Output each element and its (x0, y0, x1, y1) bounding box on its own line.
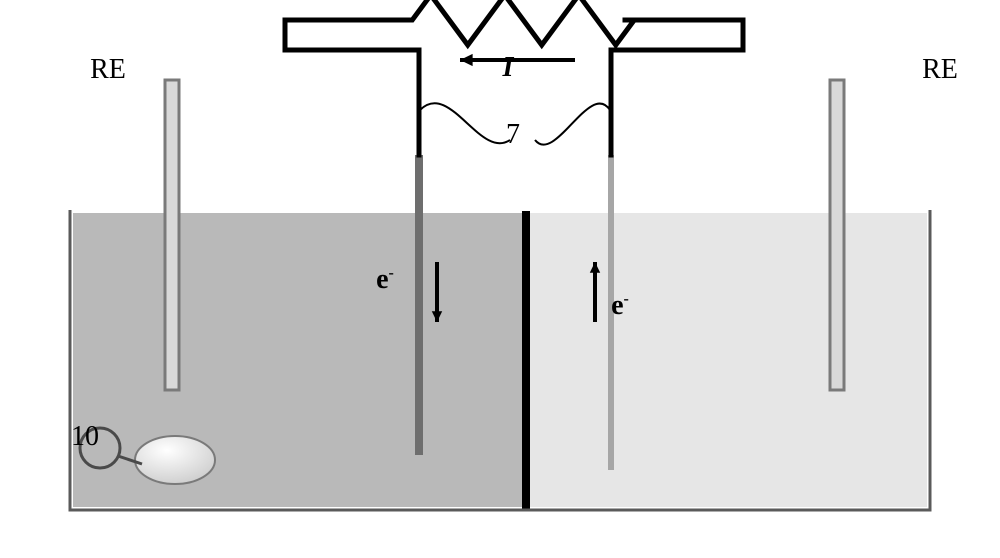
e-right-sup: - (624, 291, 629, 308)
label-e-right: e- (611, 290, 629, 322)
label-ten: 10 (71, 421, 99, 453)
current-arrow-head (460, 54, 473, 66)
diagram-svg (0, 0, 1000, 558)
label-seven: 7 (506, 119, 520, 151)
re-left-electrode (165, 80, 179, 390)
re-right-electrode (830, 80, 844, 390)
diagram-canvas: RE RE 7 10 I e- e- (0, 0, 1000, 558)
label-current-i: I (503, 52, 514, 84)
e-left-sup: - (389, 265, 394, 282)
e-right-text: e (611, 290, 623, 321)
label-re-right: RE (922, 54, 958, 86)
stir-bar-icon (135, 436, 215, 484)
anode-electrode (415, 155, 423, 455)
callout-lead-seven-right (535, 104, 610, 145)
label-e-left: e- (376, 264, 394, 296)
label-re-left: RE (90, 54, 126, 86)
resistor-icon (403, 0, 634, 45)
right-chamber-fill (530, 213, 927, 507)
membrane (522, 211, 530, 509)
callout-lead-seven-left (420, 103, 510, 143)
e-left-text: e (376, 264, 388, 295)
